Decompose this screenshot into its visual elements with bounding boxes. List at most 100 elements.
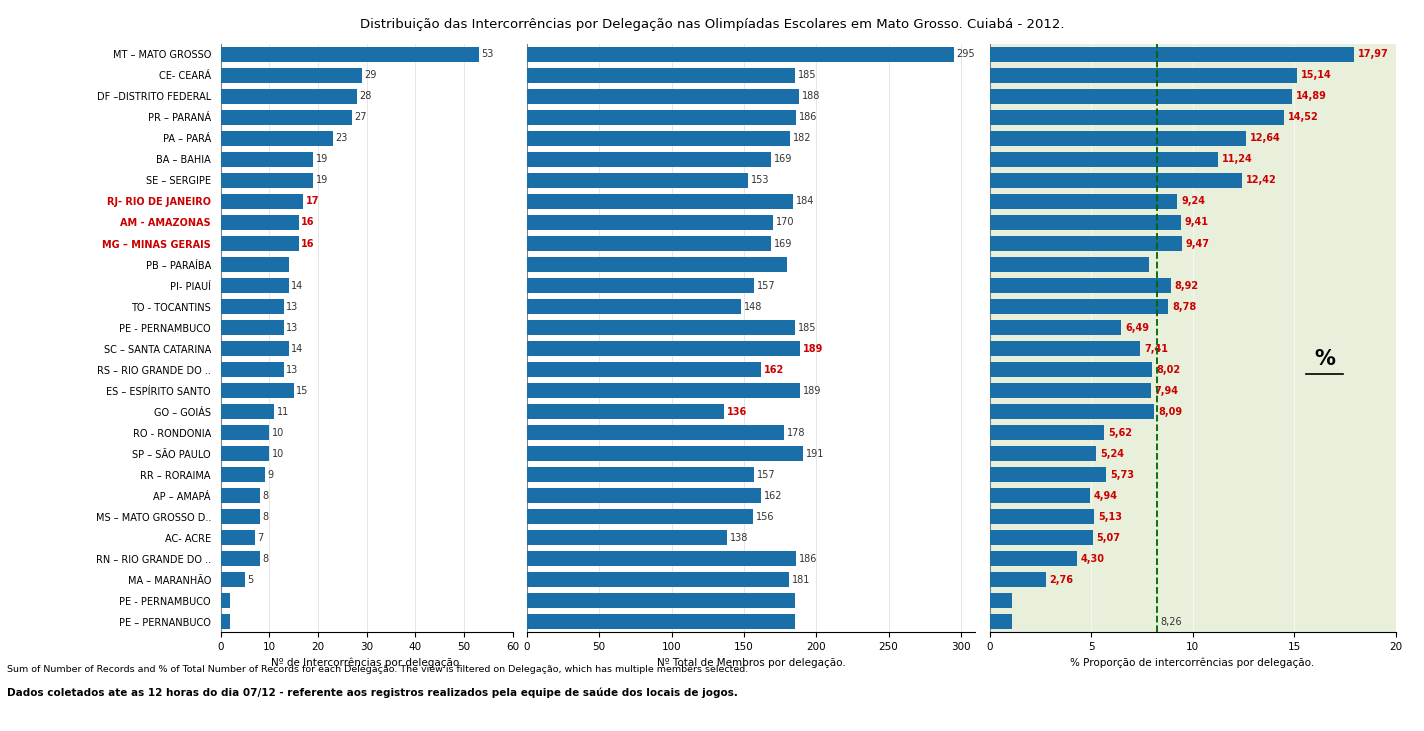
- Text: 185: 185: [797, 70, 816, 80]
- Bar: [990, 236, 1182, 251]
- Text: Dados coletados ate as 12 horas do dia 07/12 - referente aos registros realizado: Dados coletados ate as 12 horas do dia 0…: [7, 687, 738, 697]
- Bar: [221, 47, 478, 62]
- Text: 8: 8: [262, 554, 268, 564]
- Bar: [527, 488, 762, 503]
- Text: 186: 186: [799, 113, 817, 122]
- Text: 170: 170: [776, 218, 795, 227]
- Bar: [527, 425, 785, 440]
- Text: 29: 29: [365, 70, 376, 80]
- Text: 5,62: 5,62: [1108, 428, 1132, 438]
- Bar: [990, 530, 1092, 545]
- Bar: [990, 404, 1153, 419]
- Bar: [990, 594, 1011, 608]
- Text: 182: 182: [793, 134, 812, 143]
- Bar: [990, 510, 1094, 524]
- Bar: [527, 341, 800, 356]
- Text: 162: 162: [765, 365, 785, 374]
- Bar: [990, 173, 1242, 188]
- Text: 185: 185: [797, 322, 816, 333]
- Text: 16: 16: [300, 218, 315, 227]
- Text: 5,13: 5,13: [1098, 512, 1122, 522]
- Bar: [527, 194, 793, 209]
- Text: 13: 13: [286, 365, 299, 374]
- Text: 5,73: 5,73: [1111, 470, 1134, 480]
- Text: 19: 19: [316, 175, 328, 186]
- Text: 189: 189: [803, 344, 823, 354]
- Bar: [527, 467, 755, 482]
- Bar: [990, 89, 1292, 104]
- Text: 181: 181: [792, 575, 810, 585]
- Bar: [527, 257, 787, 272]
- Bar: [221, 320, 283, 335]
- Bar: [221, 152, 313, 167]
- Bar: [221, 488, 259, 503]
- Text: 16: 16: [300, 238, 315, 249]
- Bar: [527, 446, 803, 461]
- Text: 11,24: 11,24: [1222, 154, 1253, 164]
- Text: 10: 10: [272, 449, 283, 458]
- Bar: [527, 614, 795, 629]
- Text: 295: 295: [957, 50, 975, 59]
- Text: 11: 11: [276, 406, 289, 417]
- X-axis label: Nº de Intercorrências por delegação.: Nº de Intercorrências por delegação.: [271, 658, 463, 668]
- Text: 188: 188: [802, 91, 820, 102]
- Bar: [527, 215, 773, 230]
- Text: 14: 14: [292, 281, 303, 290]
- X-axis label: % Proporção de intercorrências por delegação.: % Proporção de intercorrências por deleg…: [1071, 658, 1314, 668]
- Bar: [221, 236, 299, 251]
- Text: 23: 23: [335, 134, 347, 143]
- Bar: [990, 257, 1149, 272]
- Text: 14: 14: [292, 344, 303, 354]
- Bar: [527, 152, 772, 167]
- Bar: [990, 215, 1180, 230]
- Bar: [990, 152, 1218, 167]
- Bar: [221, 194, 303, 209]
- Bar: [990, 551, 1077, 567]
- Text: 9: 9: [266, 470, 273, 480]
- Bar: [221, 383, 293, 398]
- Text: 169: 169: [775, 238, 793, 249]
- Text: Distribuição das Intercorrências por Delegação nas Olimpíadas Escolares em Mato : Distribuição das Intercorrências por Del…: [360, 18, 1064, 31]
- Text: %: %: [1314, 349, 1334, 369]
- Text: 13: 13: [286, 302, 299, 311]
- Bar: [527, 47, 954, 62]
- Bar: [527, 510, 753, 524]
- Bar: [527, 362, 762, 377]
- Bar: [990, 320, 1121, 335]
- Text: Sum of Number of Records and % of Total Number of Records for each Delegação. Th: Sum of Number of Records and % of Total …: [7, 665, 749, 674]
- Bar: [221, 572, 245, 587]
- Text: 10: 10: [272, 428, 283, 438]
- Text: 8,78: 8,78: [1172, 302, 1196, 311]
- Text: 4,94: 4,94: [1094, 491, 1118, 501]
- Text: 178: 178: [787, 428, 806, 438]
- Bar: [221, 341, 289, 356]
- Bar: [527, 68, 795, 83]
- Text: 17: 17: [306, 197, 319, 206]
- Text: 162: 162: [765, 491, 783, 501]
- Bar: [221, 257, 289, 272]
- Bar: [527, 551, 796, 567]
- Text: 28: 28: [359, 91, 372, 102]
- Bar: [221, 131, 333, 146]
- Text: 8,92: 8,92: [1175, 281, 1199, 290]
- Text: 12,42: 12,42: [1246, 175, 1276, 186]
- Bar: [990, 488, 1089, 503]
- Bar: [221, 446, 269, 461]
- Text: 9,47: 9,47: [1186, 238, 1210, 249]
- Text: 7,41: 7,41: [1143, 344, 1168, 354]
- Bar: [527, 404, 723, 419]
- Bar: [221, 404, 275, 419]
- Bar: [527, 320, 795, 335]
- Bar: [990, 131, 1246, 146]
- Text: 148: 148: [743, 302, 762, 311]
- Bar: [990, 446, 1096, 461]
- Bar: [990, 47, 1354, 62]
- Text: 17,97: 17,97: [1358, 50, 1390, 59]
- Bar: [990, 383, 1151, 398]
- Text: 8: 8: [262, 512, 268, 522]
- Text: 14,89: 14,89: [1296, 91, 1327, 102]
- Bar: [527, 299, 740, 314]
- Bar: [990, 110, 1284, 125]
- Bar: [990, 299, 1168, 314]
- Bar: [527, 131, 790, 146]
